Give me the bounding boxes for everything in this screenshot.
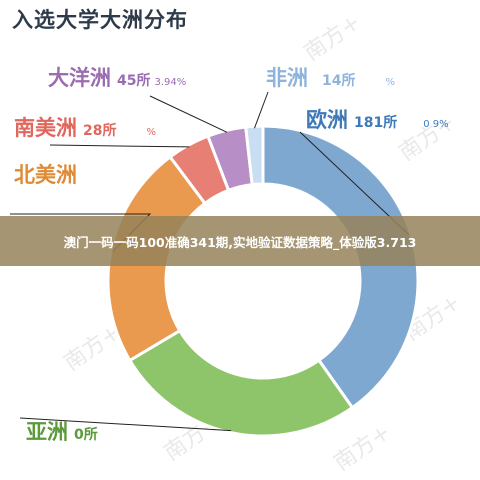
leader-line-oceania xyxy=(149,95,228,133)
banner-text: 澳门一码一码100准确341期,实地验证数据策略_体验版3.713 xyxy=(63,234,417,250)
slice-africa xyxy=(244,124,265,187)
label-north-america: 北美洲 xyxy=(14,163,77,187)
overlay-banner: 澳门一码一码100准确341期,实地验证数据策略_体验版3.713 xyxy=(0,216,480,266)
label-europe: 欧洲 181所 0 9% xyxy=(306,108,449,132)
chart-title: 入选大学大洲分布 xyxy=(12,8,188,32)
label-oceania: 大洋洲 45所 3.94% xyxy=(48,66,187,90)
label-south-america: 南美洲 28所% xyxy=(14,116,156,140)
label-asia: 亚洲 0所 xyxy=(26,420,98,444)
leader-line-south-america xyxy=(49,144,190,148)
leader-line-asia xyxy=(19,417,232,432)
slice-europe xyxy=(261,124,420,410)
leader-line-africa xyxy=(253,91,269,129)
label-africa: 非洲 14所% xyxy=(266,66,395,90)
slice-asia xyxy=(127,328,355,438)
